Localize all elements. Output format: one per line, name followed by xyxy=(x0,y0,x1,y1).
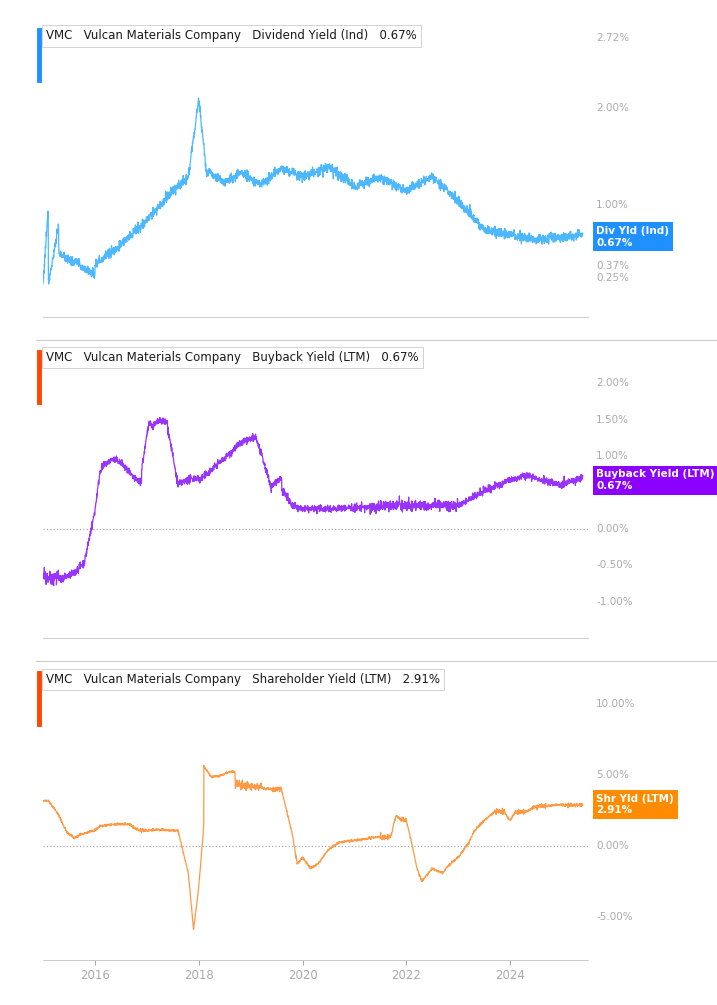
Text: 1.50%: 1.50% xyxy=(597,415,630,424)
Text: 2.00%: 2.00% xyxy=(597,103,629,113)
Text: -1.00%: -1.00% xyxy=(597,597,633,607)
Text: 0.25%: 0.25% xyxy=(597,272,630,282)
Text: Shr Yld (LTM)
2.91%: Shr Yld (LTM) 2.91% xyxy=(597,794,674,815)
Text: 10.00%: 10.00% xyxy=(597,698,636,709)
Text: 0.00%: 0.00% xyxy=(597,841,629,851)
Text: VMC   Vulcan Materials Company   Dividend Yield (Ind)   0.67%: VMC Vulcan Materials Company Dividend Yi… xyxy=(46,29,417,42)
Text: -5.00%: -5.00% xyxy=(597,913,633,923)
Text: 2.00%: 2.00% xyxy=(597,378,629,388)
Text: VMC   Vulcan Materials Company   Buyback Yield (LTM)   0.67%: VMC Vulcan Materials Company Buyback Yie… xyxy=(46,351,419,364)
Text: VMC   Vulcan Materials Company   Shareholder Yield (LTM)   2.91%: VMC Vulcan Materials Company Shareholder… xyxy=(46,672,440,685)
Text: 1.00%: 1.00% xyxy=(597,200,629,210)
Text: 0.37%: 0.37% xyxy=(597,261,630,271)
Text: 1.00%: 1.00% xyxy=(597,451,629,461)
Text: 0.00%: 0.00% xyxy=(597,524,629,534)
Text: Buyback Yield (LTM)
0.67%: Buyback Yield (LTM) 0.67% xyxy=(597,469,715,490)
Text: 2.72%: 2.72% xyxy=(597,33,630,43)
Text: -0.50%: -0.50% xyxy=(597,561,633,570)
Text: Div Yld (Ind)
0.67%: Div Yld (Ind) 0.67% xyxy=(597,226,669,247)
Text: 5.00%: 5.00% xyxy=(597,770,629,780)
